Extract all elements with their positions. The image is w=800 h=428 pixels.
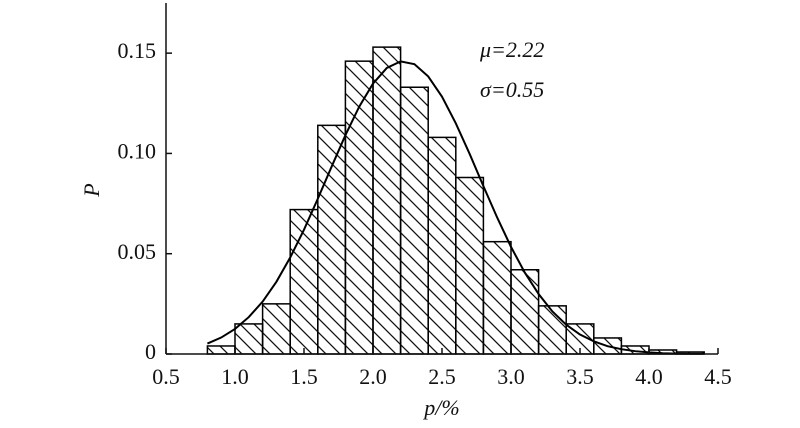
histogram-bar [399,86,429,355]
histogram-bar [482,240,512,355]
x-tick-label: 4.5 [704,364,732,389]
histogram-bar [372,46,402,355]
x-tick-label: 4.0 [635,364,663,389]
annotation-sigma: σ=0.55 [480,77,544,102]
y-tick-label: 0 [145,339,156,364]
y-tick-label: 0.15 [118,38,157,63]
histogram-bar [510,269,540,355]
x-tick-label: 2.5 [428,364,456,389]
x-tick-label: 2.0 [359,364,387,389]
histogram-bar [427,136,457,355]
fit-curve [207,60,705,355]
histogram-bar [344,60,374,355]
x-tick-label: 0.5 [152,364,180,389]
x-axis-label: p/% [422,395,459,420]
annotation-mu: μ=2.22 [479,37,544,62]
histogram-bar [206,345,236,355]
x-tick-label: 3.5 [566,364,594,389]
y-tick-label: 0.05 [118,239,157,264]
histogram-bar [317,124,347,355]
x-tick-label: 1.0 [221,364,249,389]
histogram-bar [455,176,485,355]
x-tick-label: 1.5 [290,364,318,389]
x-tick-label: 3.0 [497,364,525,389]
histogram-bar [261,303,291,355]
y-axis-label: P [79,183,104,197]
histogram-bar [537,305,567,355]
histogram-bar [289,208,319,355]
histogram-bar [234,323,264,355]
y-tick-label: 0.10 [118,138,157,163]
